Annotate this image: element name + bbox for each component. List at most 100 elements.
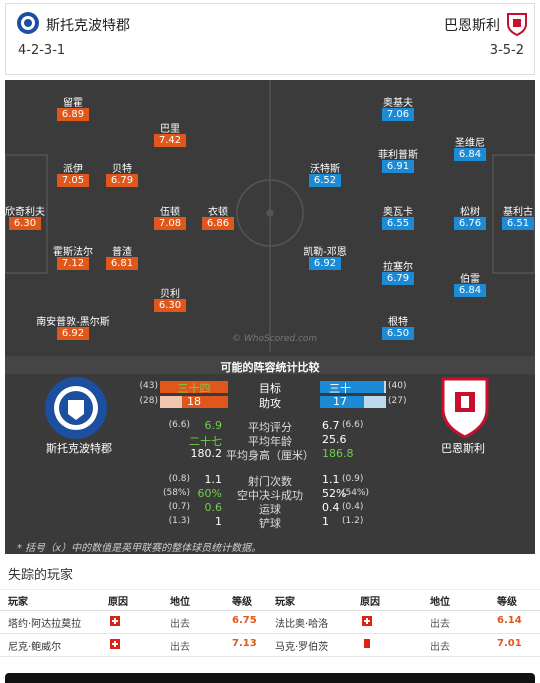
pitch (5, 80, 535, 352)
player-name: 贝特 (112, 164, 132, 175)
home-league: (43) (139, 381, 158, 391)
player-rating: 7.42 (154, 134, 186, 147)
column-header: 原因 (360, 597, 380, 608)
stat-label: 空中决斗成功 (237, 489, 303, 502)
rating: 6.75 (232, 615, 257, 626)
home-league: (0.8) (168, 474, 190, 484)
home-league: (0.7) (168, 502, 190, 512)
stat-label: 目标 (259, 382, 281, 395)
player-rating: 7.12 (57, 257, 89, 270)
player-name: 菲利普斯 (378, 150, 418, 161)
column-header: 玩家 (8, 597, 28, 608)
home-league: (1.3) (168, 516, 190, 526)
player-rating: 6.50 (382, 327, 414, 340)
home-team: 斯托克波特郡 (46, 442, 112, 455)
away-value: 25.6 (322, 433, 347, 446)
away-team: 巴恩斯利 (441, 442, 485, 455)
player-name: 派伊 (63, 164, 83, 175)
home-value: 1.1 (204, 473, 223, 486)
player-name: 拉塞尔 (383, 262, 413, 273)
player-name: 奥瓦卡 (383, 207, 413, 218)
stat-label: 助攻 (259, 397, 281, 410)
away-league: (0.9) (342, 474, 364, 484)
column-header: 原因 (108, 597, 128, 608)
player-rating: 6.30 (9, 217, 41, 230)
player-name: 贝利 (160, 289, 180, 300)
away-league: (0.4) (342, 502, 364, 512)
rating: 7.01 (497, 638, 522, 649)
column-header: 地位 (430, 597, 450, 608)
player-rating: 6.92 (309, 257, 341, 270)
player-rating: 7.08 (154, 217, 186, 230)
header-box (5, 3, 535, 75)
home-value: 二十七 (189, 435, 222, 448)
stat-label: 铲球 (259, 517, 281, 530)
player-name: 衣顿 (208, 207, 228, 218)
player-name: 奥基夫 (383, 98, 413, 109)
home-value: 0.6 (204, 501, 223, 514)
away-crest (441, 377, 489, 438)
rating: 7.13 (232, 638, 257, 649)
player-rating: 6.55 (382, 217, 414, 230)
player-name: 留霍 (63, 98, 83, 109)
home-value: 18 (187, 395, 201, 408)
stat-label: 平均年龄 (248, 435, 292, 448)
rating: 6.14 (497, 615, 522, 626)
home-league: (6.6) (168, 420, 190, 430)
player-rating: 6.30 (154, 299, 186, 312)
player-name: 普渣 (112, 247, 132, 258)
player-name: 伯雷 (460, 274, 480, 285)
home-value: 60% (197, 487, 222, 500)
player-name: 松树 (460, 207, 480, 218)
player: 马克·罗伯茨 (275, 642, 329, 653)
player-rating: 7.06 (382, 108, 414, 121)
player-rating: 6.79 (382, 272, 414, 285)
player-rating: 6.79 (106, 174, 138, 187)
player-name: 圣维尼 (455, 138, 485, 149)
home-value: 1 (215, 515, 222, 528)
home-crest-small (17, 12, 39, 34)
footnote: * 括号（x）中的数值是英甲联赛的整体球员统计数据。 (17, 543, 262, 554)
away-league: (6.6) (342, 420, 364, 430)
home-name: 斯托克波特郡 (46, 18, 130, 34)
row-line (0, 656, 540, 657)
away-value: 1.1 (322, 473, 340, 486)
away-value: 1 (322, 515, 329, 528)
missing-header-band (0, 589, 540, 611)
player-rating: 6.51 (502, 217, 534, 230)
status: 出去 (430, 642, 450, 653)
away-value: 186.8 (322, 447, 354, 460)
home-crest (45, 377, 107, 439)
away-bar (320, 396, 364, 408)
player-rating: 6.89 (57, 108, 89, 121)
player-name: 凯勒-邓恩 (303, 247, 347, 258)
player-name: 沃特斯 (310, 164, 340, 175)
status: 出去 (170, 619, 190, 630)
column-header: 等级 (497, 597, 517, 608)
away-crest-small (507, 13, 527, 37)
away-value: 52% (322, 487, 347, 500)
reason-icon (364, 639, 370, 648)
player-rating: 6.52 (309, 174, 341, 187)
player-name: 伍顿 (160, 207, 180, 218)
column-header: 玩家 (275, 597, 295, 608)
stat-label: 平均身高（厘米） (226, 449, 314, 462)
stat-label: 射门次数 (248, 475, 292, 488)
home-league: (58%) (162, 488, 190, 498)
player-rating: 6.92 (57, 327, 89, 340)
player-name: 南安普敦-黑尔斯 (36, 317, 110, 328)
player-name: 巴里 (160, 124, 180, 135)
player-name: 霍斯法尔 (53, 247, 93, 258)
away-value: 17 (333, 395, 347, 408)
stat-label: 运球 (259, 503, 281, 516)
missing-title: 失踪的玩家 (8, 568, 74, 583)
home-value: 180.2 (190, 447, 223, 460)
away-formation: 3-5-2 (489, 43, 524, 58)
column-header: 等级 (232, 597, 252, 608)
player-name: 根特 (388, 317, 408, 328)
player-rating: 6.76 (454, 217, 486, 230)
player-rating: 6.81 (106, 257, 138, 270)
status: 出去 (170, 642, 190, 653)
column-header: 地位 (170, 597, 190, 608)
